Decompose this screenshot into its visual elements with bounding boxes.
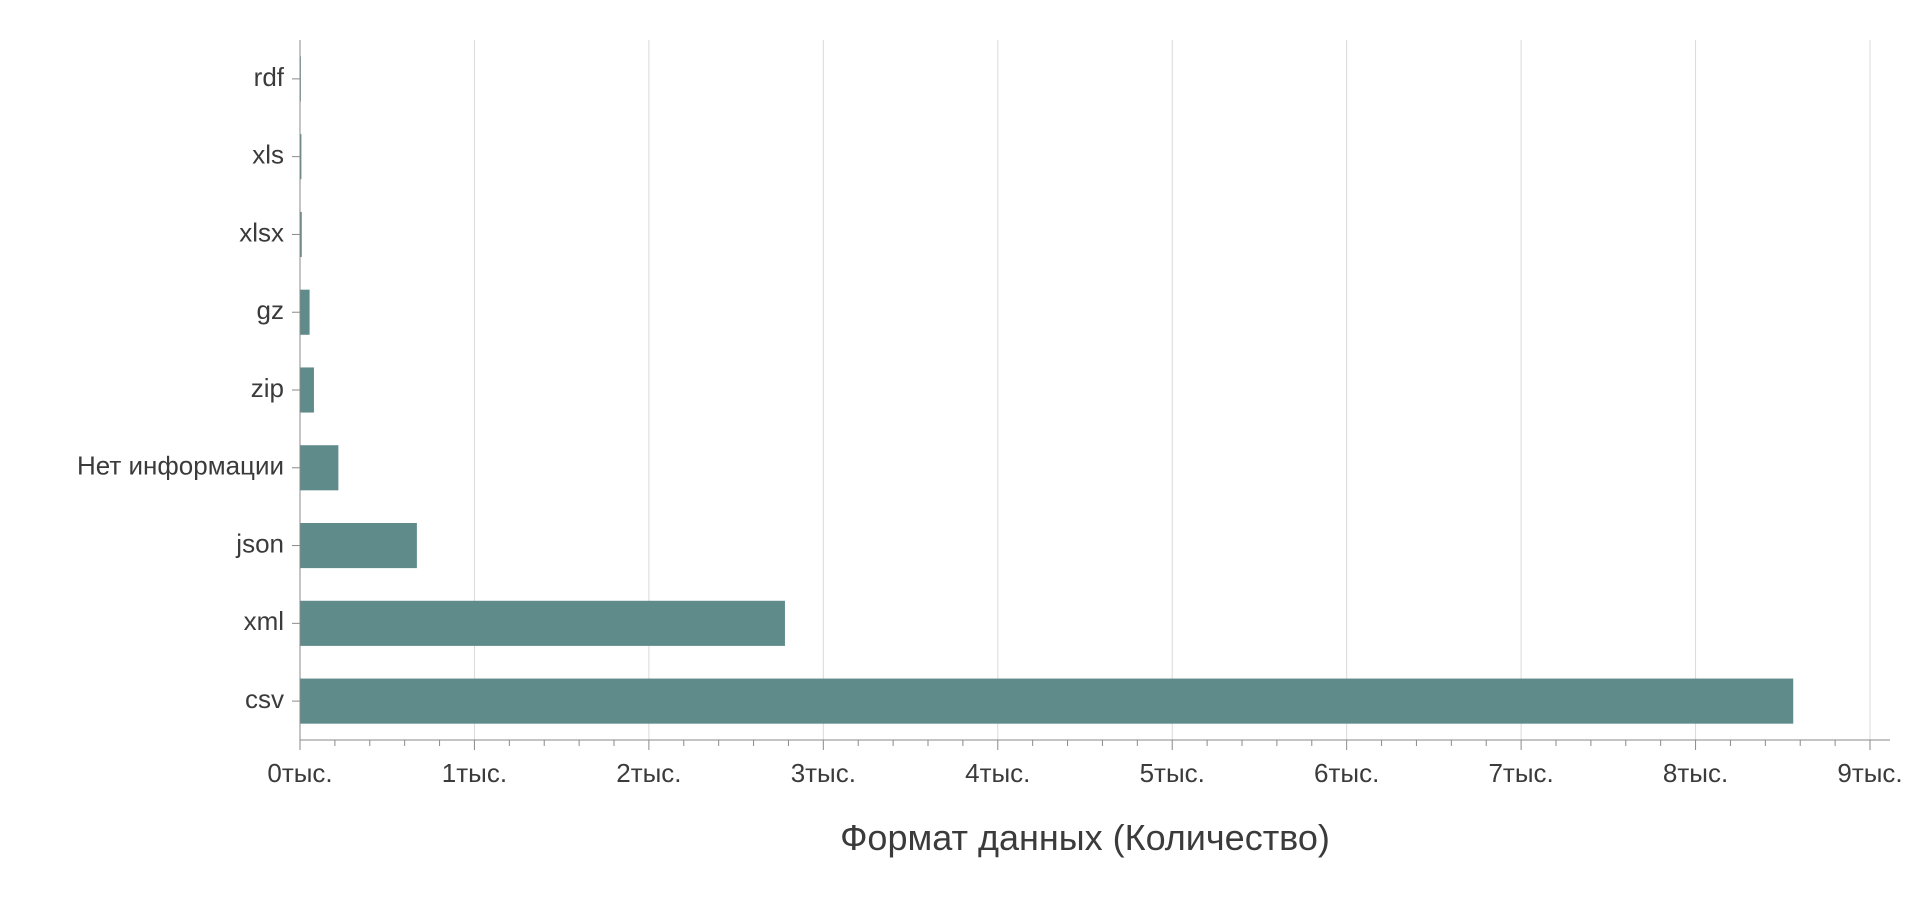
y-tick-label: zip <box>251 373 284 403</box>
bar-xml <box>300 601 785 646</box>
x-tick-label: 6тыс. <box>1314 758 1379 788</box>
bar-gz <box>300 290 310 335</box>
x-tick-label: 4тыс. <box>965 758 1030 788</box>
y-tick-label: rdf <box>254 62 285 92</box>
x-tick-label: 3тыс. <box>791 758 856 788</box>
x-tick-label: 0тыс. <box>267 758 332 788</box>
x-tick-label: 8тыс. <box>1663 758 1728 788</box>
x-tick-label: 9тыс. <box>1837 758 1902 788</box>
y-tick-label: xlsx <box>239 217 284 247</box>
y-tick-label: xls <box>252 140 284 170</box>
y-tick-label: gz <box>257 295 284 325</box>
chart-container: 0тыс. 1тыс. 2тыс. 3тыс. 4тыс. 5тыс. 6тыс. 7тыс.… <box>0 0 1920 906</box>
x-tick-label: 5тыс. <box>1140 758 1205 788</box>
bar-chart: 0тыс. 1тыс. 2тыс. 3тыс. 4тыс. 5тыс. 6тыс. 7тыс.… <box>0 0 1920 906</box>
bar-zip <box>300 367 314 412</box>
bar-json <box>300 523 417 568</box>
x-axis-title: Формат данных (Количество) <box>840 817 1330 858</box>
y-tick-label: xml <box>244 606 284 636</box>
y-tick-label: csv <box>245 684 284 714</box>
x-tick-label: 1тыс. <box>442 758 507 788</box>
x-tick-label: 7тыс. <box>1488 758 1553 788</box>
y-tick-label: Нет информации <box>77 451 284 481</box>
bar-csv <box>300 679 1793 724</box>
y-tick-label: json <box>235 528 284 558</box>
bar-нет-информации <box>300 445 338 490</box>
x-tick-label: 2тыс. <box>616 758 681 788</box>
